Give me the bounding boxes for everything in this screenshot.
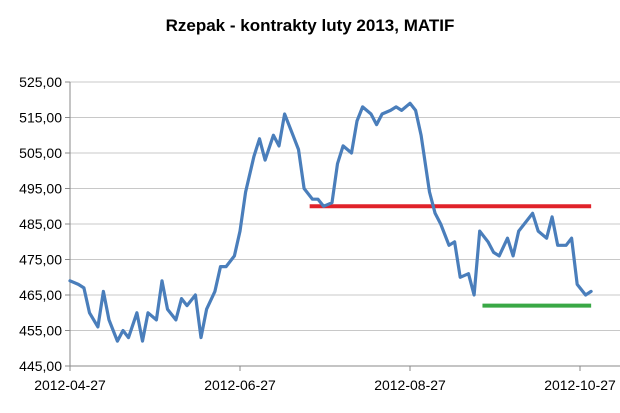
- y-tick-label: 455,00: [19, 323, 62, 339]
- y-tick-label: 475,00: [19, 252, 62, 268]
- chart-title: Rzepak - kontrakty luty 2013, MATIF: [165, 16, 455, 35]
- series-layer: [68, 101, 593, 343]
- x-tick-label: 2012-10-27: [544, 377, 616, 393]
- y-tick-label: 495,00: [19, 181, 62, 197]
- annotation-layer: [309, 204, 592, 308]
- y-tick-label: 465,00: [19, 287, 62, 303]
- x-tick-label: 2012-08-27: [374, 377, 446, 393]
- y-tick-label: 505,00: [19, 145, 62, 161]
- axis-layer: 445,00 455,00 465,00 475,00 485,00 495,00 505,…: [19, 74, 620, 393]
- y-tick-label: 515,00: [19, 110, 62, 126]
- y-tick-label: 525,00: [19, 74, 62, 90]
- y-tick-label: 485,00: [19, 216, 62, 232]
- price-series-line: [68, 101, 593, 343]
- y-tick-label: 445,00: [19, 358, 62, 374]
- x-tick-label: 2012-04-27: [34, 377, 106, 393]
- x-tick-label: 2012-06-27: [204, 377, 276, 393]
